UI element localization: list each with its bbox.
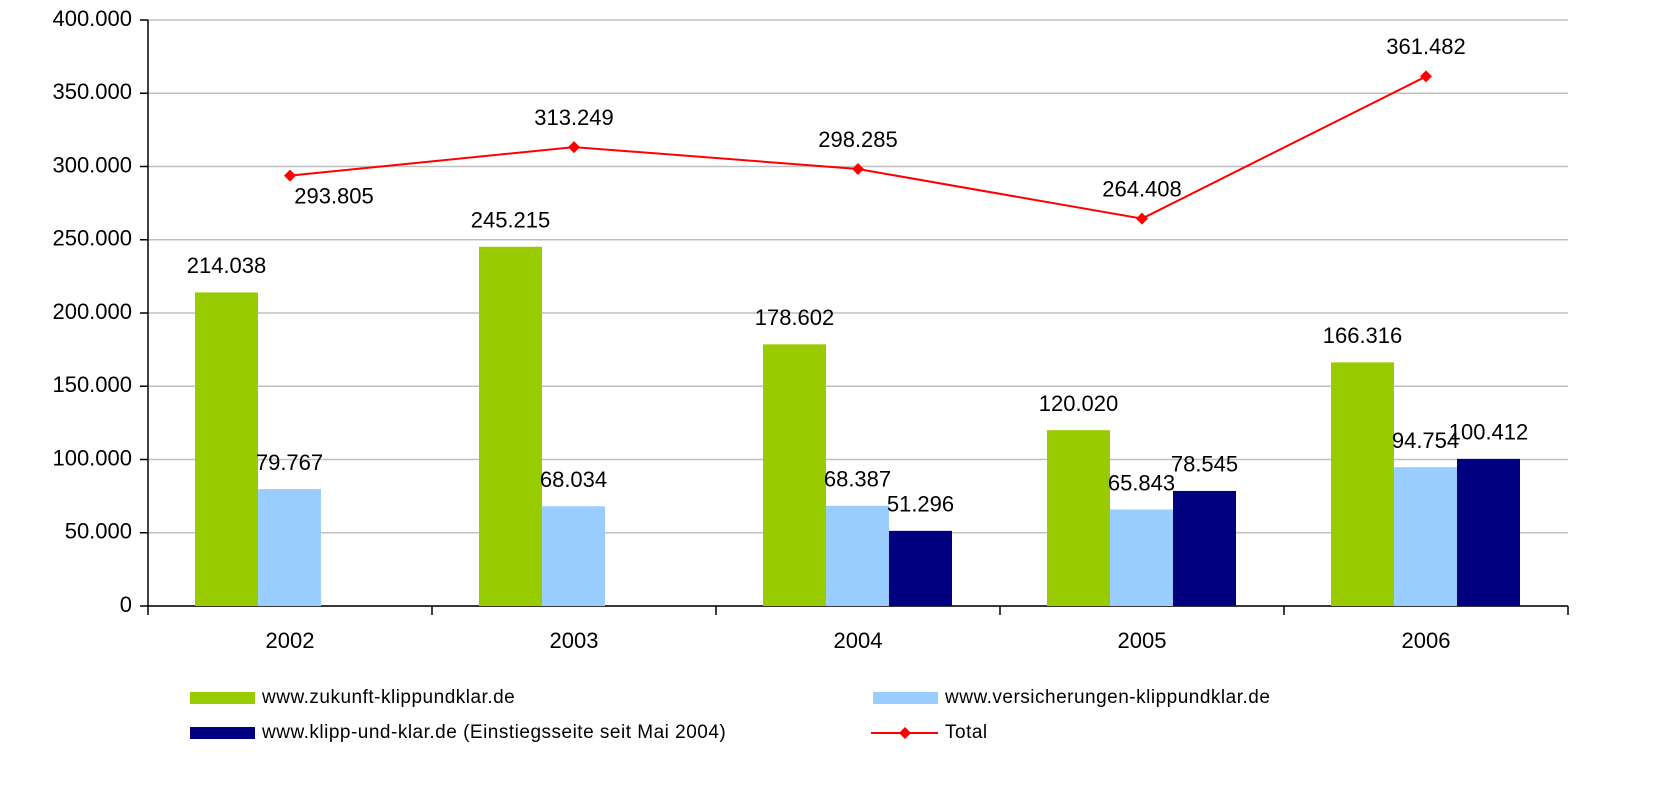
- bar: [542, 506, 605, 606]
- bar: [889, 530, 952, 606]
- bar: [1047, 430, 1110, 606]
- marker: [568, 141, 580, 154]
- y-tick-label: 50.000: [65, 519, 132, 544]
- y-tick-label: 350.000: [52, 79, 132, 104]
- value-label: 51.296: [887, 492, 954, 517]
- y-tick-label: 150.000: [52, 372, 132, 397]
- value-label: 166.316: [1323, 323, 1403, 348]
- y-tick-label: 250.000: [52, 226, 132, 251]
- y-tick-label: 400.000: [52, 6, 132, 31]
- legend-label: www.zukunft-klippundklar.de: [261, 687, 515, 708]
- y-tick-label: 300.000: [52, 152, 132, 177]
- value-label: 245.215: [471, 208, 551, 233]
- x-tick-label: 2004: [834, 628, 883, 653]
- value-label: 293.805: [294, 183, 374, 208]
- bar: [1457, 458, 1520, 606]
- value-label: 65.843: [1108, 470, 1175, 495]
- y-tick-label: 0: [120, 592, 132, 617]
- bar: [826, 505, 889, 606]
- y-tick-label: 100.000: [52, 445, 132, 470]
- x-tick-label: 2002: [266, 628, 315, 653]
- bar: [1394, 467, 1457, 606]
- y-tick-label: 200.000: [52, 299, 132, 324]
- legend-swatch: [873, 692, 938, 704]
- value-label: 264.408: [1102, 176, 1182, 201]
- value-label: 313.249: [534, 105, 614, 130]
- marker: [1420, 70, 1432, 83]
- marker: [284, 169, 296, 182]
- legend-swatch: [190, 692, 255, 704]
- legend-label: www.klipp-und-klar.de (Einstiegsseite se…: [261, 722, 726, 743]
- value-label: 100.412: [1449, 420, 1529, 445]
- legend-label: www.versicherungen-klippundklar.de: [944, 687, 1270, 708]
- value-label: 120.020: [1039, 391, 1119, 416]
- marker: [1136, 212, 1148, 225]
- bar: [258, 489, 321, 606]
- x-tick-label: 2006: [1402, 628, 1451, 653]
- bar: [1173, 490, 1236, 606]
- marker: [852, 163, 864, 176]
- x-tick-label: 2003: [550, 628, 599, 653]
- value-label: 94.754: [1392, 428, 1459, 453]
- value-label: 68.034: [540, 467, 607, 492]
- value-label: 298.285: [818, 127, 898, 152]
- value-label: 178.602: [755, 305, 835, 330]
- bar: [1110, 509, 1173, 606]
- value-label: 214.038: [187, 253, 267, 278]
- legend-swatch: [190, 727, 255, 739]
- bar: [1331, 362, 1394, 606]
- value-label: 361.482: [1386, 34, 1466, 59]
- legend-label: Total: [945, 722, 988, 743]
- x-tick-label: 2005: [1118, 628, 1167, 653]
- bar: [479, 246, 542, 607]
- value-label: 78.545: [1171, 452, 1238, 477]
- value-label: 68.387: [824, 467, 891, 492]
- legend-marker: [899, 727, 911, 739]
- value-label: 79.767: [256, 450, 323, 475]
- bar: [195, 292, 258, 606]
- bar: [763, 344, 826, 606]
